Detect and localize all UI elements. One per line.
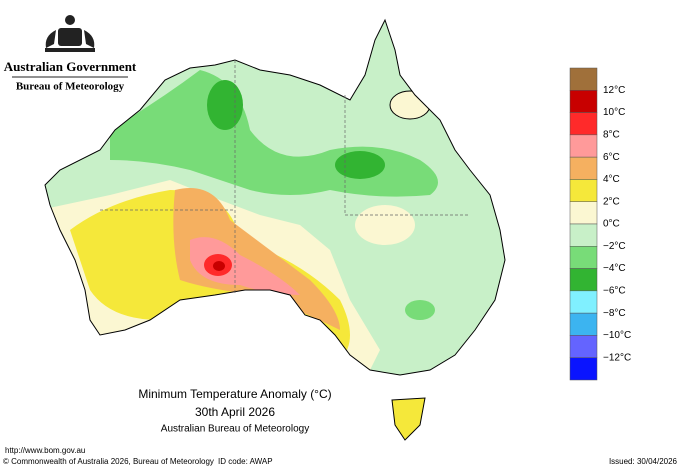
legend-swatch	[569, 335, 598, 358]
tasmania	[391, 397, 426, 441]
legend-swatch	[569, 179, 598, 202]
legend-label: 0°C	[603, 219, 620, 230]
legend-swatch	[569, 156, 598, 180]
map-date: 30th April 2026	[195, 405, 275, 419]
legend-label: −12°C	[603, 352, 631, 363]
legend-swatch	[569, 246, 598, 269]
agency: Bureau of Meteorology	[16, 81, 125, 93]
legend-label: 6°C	[603, 152, 620, 163]
legend-swatch	[569, 290, 598, 314]
footer-id: ID code: AWAP	[218, 457, 273, 466]
map-source: Australian Bureau of Meteorology	[161, 424, 309, 435]
legend-label: 10°C	[603, 107, 625, 118]
legend-label: 4°C	[603, 174, 620, 185]
legend-label: 8°C	[603, 129, 620, 140]
legend-swatch	[569, 201, 598, 225]
legend-label: −4°C	[603, 263, 626, 274]
legend-label: −10°C	[603, 330, 631, 341]
legend-label: −6°C	[603, 285, 626, 296]
footer-copyright: © Commonwealth of Australia 2026, Bureau…	[3, 457, 214, 466]
legend-label: 12°C	[603, 85, 625, 96]
legend-swatch	[569, 90, 598, 113]
legend-swatch	[569, 357, 598, 381]
legend-label: −8°C	[603, 308, 626, 319]
legend-swatch	[569, 312, 598, 336]
legend-swatch	[569, 268, 598, 292]
map-title: Minimum Temperature Anomaly (°C)	[138, 387, 331, 401]
legend: 12°C 10°C 8°C 6°C 4°C 2°C 0°C −2°C −4°C −6°C −8°C −…	[569, 67, 631, 381]
legend-swatch	[569, 67, 598, 91]
legend-label: −2°C	[603, 241, 626, 252]
legend-swatch	[569, 134, 598, 158]
emblem	[45, 15, 95, 52]
legend-swatch	[569, 223, 598, 247]
government: Australian Government	[4, 59, 137, 74]
footer-issued: Issued: 30/04/2026	[609, 457, 678, 466]
state-borders	[100, 60, 470, 295]
legend-label: 2°C	[603, 196, 620, 207]
footer-url: http://www.bom.gov.au	[5, 446, 85, 455]
legend-swatch	[569, 112, 598, 136]
